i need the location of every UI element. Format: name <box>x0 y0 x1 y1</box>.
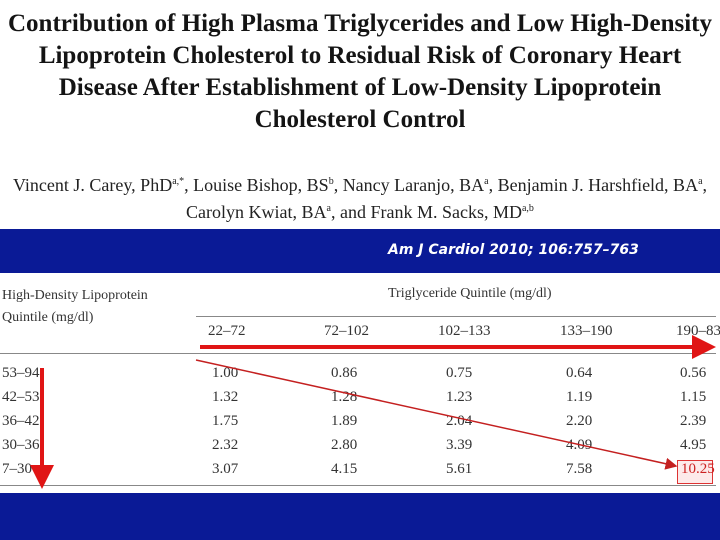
title-line: Disease After Establishment of Low-Densi… <box>58 74 662 101</box>
row-header-line: Quintile (mg/dl) <box>2 310 94 325</box>
row-label: 53–94 <box>2 365 40 381</box>
row-header: High-Density Lipoprotein Quintile (mg/dl… <box>2 285 148 329</box>
table-cell: 1.89 <box>331 413 358 429</box>
author-name: , Louise Bishop, BS <box>184 175 329 195</box>
column-header: Triglyceride Quintile (mg/dl) <box>388 286 552 301</box>
row-label: 7–30 <box>2 461 32 477</box>
table-cell: 1.19 <box>566 389 593 405</box>
author-affiliation: a,b <box>521 203 534 214</box>
title-line: Lipoprotein Cholesterol to Residual Risk… <box>38 42 682 69</box>
column-label: 133–190 <box>560 323 613 339</box>
paper-title: Contribution of High Plasma Triglyceride… <box>0 8 720 136</box>
table-cell: 2.39 <box>680 413 707 429</box>
max-risk-cell: 10.25 <box>681 461 715 477</box>
table-cell: 0.86 <box>331 365 358 381</box>
citation-band <box>0 229 720 273</box>
row-label: 30–36 <box>2 437 40 453</box>
author-name: Carolyn Kwiat, BA <box>186 202 327 222</box>
author-name: , <box>702 175 708 195</box>
table-bottom-rule <box>0 485 716 486</box>
row-label: 36–42 <box>2 413 40 429</box>
author-affiliation: a,* <box>172 176 185 187</box>
column-label: 72–102 <box>324 323 369 339</box>
author-name: , Nancy Laranjo, BA <box>333 175 485 195</box>
table-cell: 1.23 <box>446 389 473 405</box>
author-affiliation: b <box>328 176 334 187</box>
table-cell: 2.20 <box>566 413 593 429</box>
table-cell: 1.15 <box>680 389 707 405</box>
author-name: , Benjamin J. Harshfield, BA <box>488 175 699 195</box>
risk-table: High-Density Lipoprotein Quintile (mg/dl… <box>0 273 720 493</box>
row-label: 42–53 <box>2 389 40 405</box>
author-affiliation: a <box>698 176 703 187</box>
table-cell: 1.75 <box>212 413 239 429</box>
table-cell: 1.28 <box>331 389 358 405</box>
column-header-rule <box>196 316 716 317</box>
table-cell: 2.80 <box>331 437 358 453</box>
table-cell: 3.39 <box>446 437 473 453</box>
table-cell: 4.15 <box>331 461 358 477</box>
title-line: Cholesterol Control <box>254 106 466 133</box>
table-cell: 4.95 <box>680 437 707 453</box>
footer-band <box>0 493 720 540</box>
risk-gradient-arrow <box>195 359 678 470</box>
author-list: Vincent J. Carey, PhDa,*, Louise Bishop,… <box>0 170 720 224</box>
table-cell: 0.56 <box>680 365 707 381</box>
author-name: , and Frank M. Sacks, MD <box>330 202 522 222</box>
column-label: 22–72 <box>208 323 246 339</box>
journal-citation: Am J Cardiol 2010; 106:757–763 <box>388 242 639 258</box>
table-cell: 0.75 <box>446 365 473 381</box>
author-line-2: Carolyn Kwiat, BAa, and Frank M. Sacks, … <box>0 197 720 224</box>
column-label: 102–133 <box>438 323 491 339</box>
table-cell: 1.32 <box>212 389 239 405</box>
table-cell: 5.61 <box>446 461 473 477</box>
max-risk-highlight <box>677 460 713 484</box>
table-cell: 2.32 <box>212 437 239 453</box>
header-bottom-rule <box>0 353 716 354</box>
author-affiliation: a <box>484 176 489 187</box>
table-cell: 7.58 <box>566 461 593 477</box>
table-cell: 0.64 <box>566 365 593 381</box>
author-line-1: Vincent J. Carey, PhDa,*, Louise Bishop,… <box>0 170 720 197</box>
table-cell: 1.00 <box>212 365 239 381</box>
author-name: Vincent J. Carey, PhD <box>12 175 173 195</box>
row-header-line: High-Density Lipoprotein <box>2 288 148 303</box>
title-line: Contribution of High Plasma Triglyceride… <box>8 10 712 37</box>
table-cell: 3.07 <box>212 461 239 477</box>
author-affiliation: a <box>326 203 331 214</box>
